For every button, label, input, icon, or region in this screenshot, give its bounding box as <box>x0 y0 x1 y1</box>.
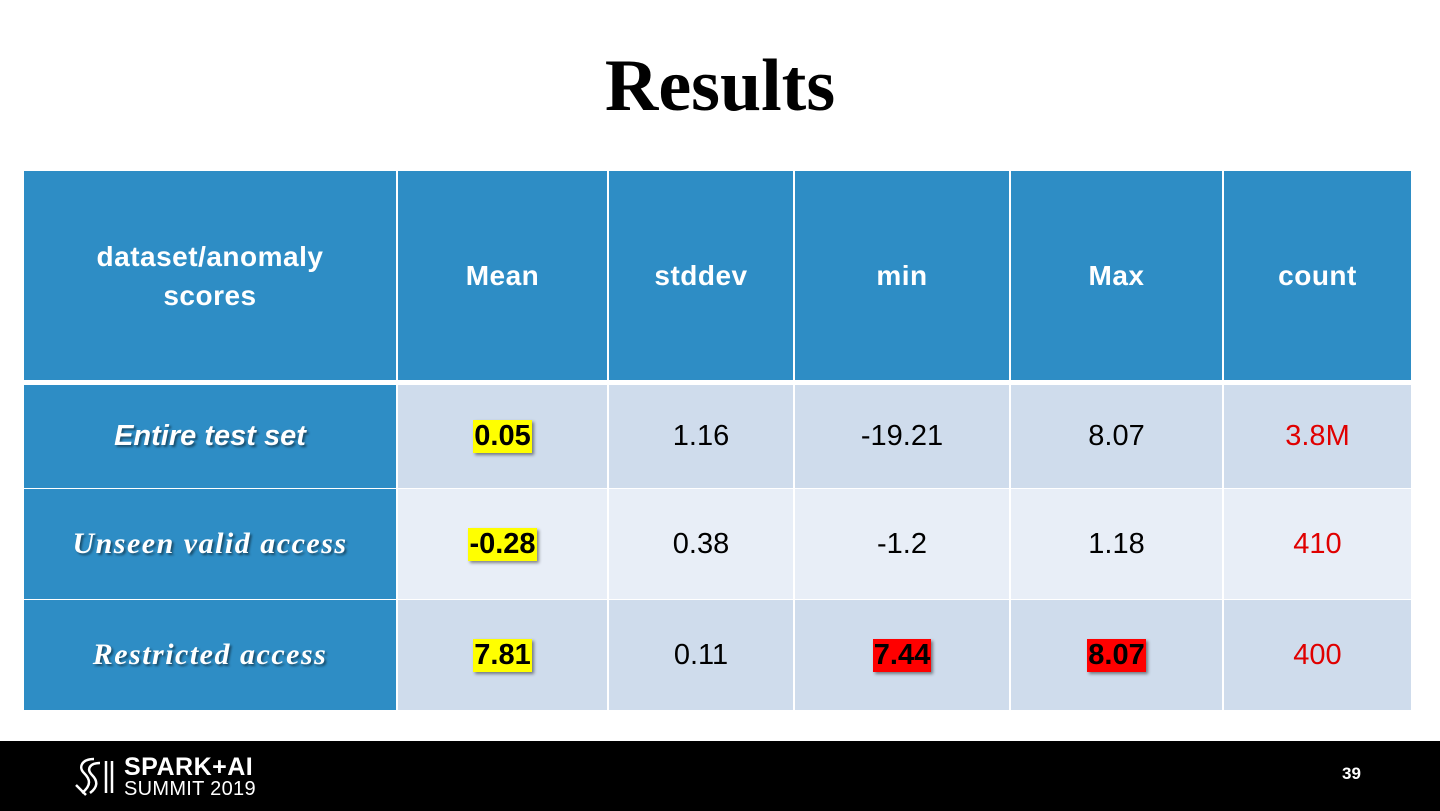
cell: -19.21 <box>795 385 1009 488</box>
cell: 0.11 <box>609 600 793 710</box>
cell: 1.16 <box>609 385 793 488</box>
header-cell: min <box>795 171 1009 380</box>
cell: 7.81 <box>398 600 607 710</box>
header-cell: Max <box>1011 171 1222 380</box>
cell: 3.8M <box>1224 385 1411 488</box>
logo-text: SPARK+AI <box>124 753 254 781</box>
header-cell: count <box>1224 171 1411 380</box>
cell: -0.28 <box>398 489 607 599</box>
row-header: Entire test set <box>24 385 396 488</box>
row-header: Unseen valid access <box>24 489 396 599</box>
footer: SPARK+AI SUMMIT 2019 39 <box>0 741 1440 811</box>
logo-subtext: SUMMIT 2019 <box>124 778 256 800</box>
header-cell: stddev <box>609 171 793 380</box>
cell: 8.07 <box>1011 385 1222 488</box>
cell: 7.44 <box>795 600 1009 710</box>
highlight: 7.81 <box>473 638 532 672</box>
cell: -1.2 <box>795 489 1009 599</box>
row-header: Restricted access <box>24 600 396 710</box>
page-number: 39 <box>1342 764 1361 783</box>
header-text: dataset/anomaly scores <box>96 240 324 311</box>
highlight: 8.07 <box>1087 638 1146 672</box>
header-cell: dataset/anomaly scores <box>24 171 396 380</box>
highlight: 7.44 <box>872 638 932 672</box>
cell: 1.18 <box>1011 489 1222 599</box>
cell: 0.38 <box>609 489 793 599</box>
results-table: dataset/anomaly scores Mean stddev min M… <box>24 171 1411 710</box>
cell: 410 <box>1224 489 1411 599</box>
logo-icon <box>75 757 114 796</box>
cell: 0.05 <box>398 385 607 488</box>
header-cell: Mean <box>398 171 607 380</box>
cell: 400 <box>1224 600 1411 710</box>
slide-title: Results <box>604 45 836 127</box>
highlight: -0.28 <box>468 527 537 561</box>
highlight: 0.05 <box>473 420 532 453</box>
cell: 8.07 <box>1011 600 1222 710</box>
